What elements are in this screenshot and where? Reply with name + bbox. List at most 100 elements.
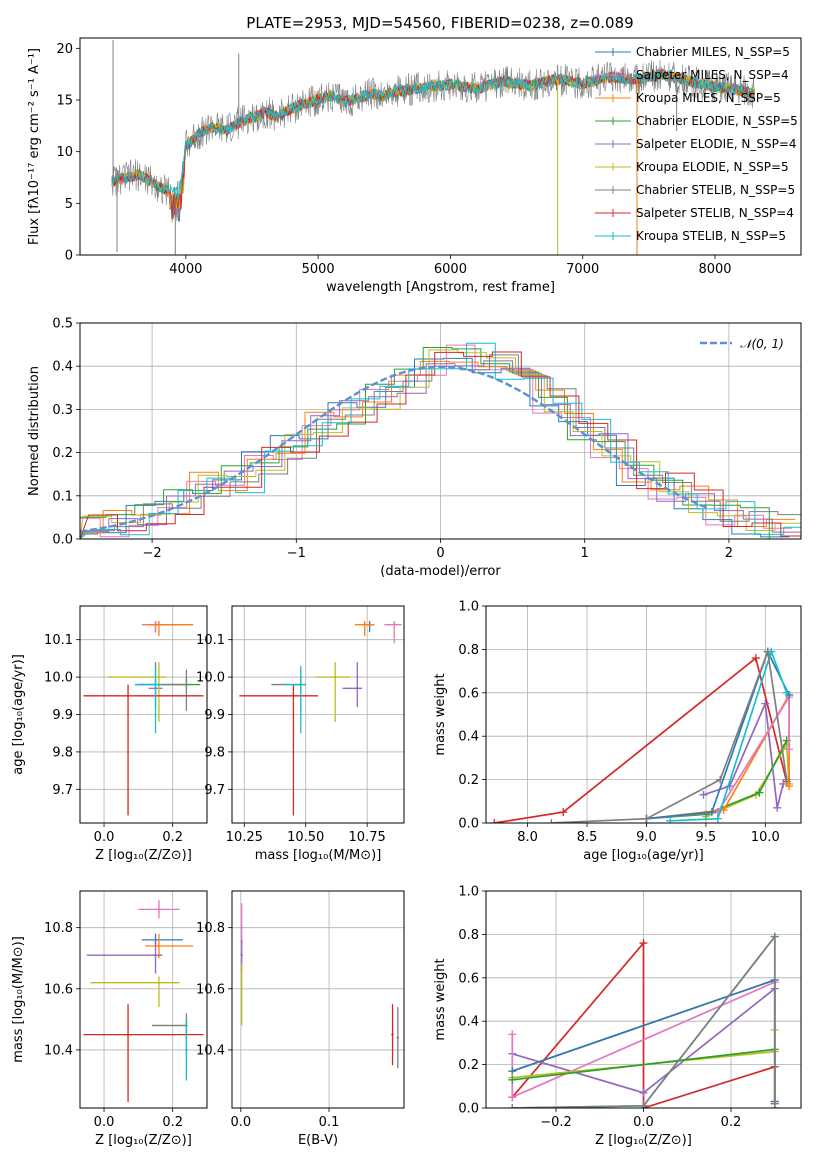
plot-area <box>240 903 400 1069</box>
y-tick-label: 10.1 <box>44 633 73 648</box>
x-axis-label: Z [log₁₀(Z/Z⊙)] <box>95 1133 192 1148</box>
axes-frame <box>79 322 802 540</box>
histogram-chabrier-miles <box>80 357 790 539</box>
x-tick-label: 0.0 <box>94 1115 115 1130</box>
plus-marker <box>770 932 779 941</box>
x-axis-label: wavelength [Angstrom, rest frame] <box>326 280 555 295</box>
x-tick-label: 0 <box>436 546 444 561</box>
x-tick-label: 8000 <box>698 262 731 277</box>
y-tick-label: 1.0 <box>458 885 479 900</box>
histogram-salpeter-elodie <box>80 360 801 539</box>
y-axis-label: mass weight <box>433 958 448 1040</box>
legend-entry: Salpeter STELIB, N_SSP=4 <box>636 206 794 220</box>
panel-spectrum: 4000 5000 6000 7000 8000 0 5 10 15 20 wavelength [… <box>27 37 802 295</box>
y-tick-label: 0.8 <box>458 928 479 943</box>
axes-frame <box>231 890 405 1109</box>
plus-marker <box>508 1075 517 1084</box>
y-axis-label: Normed distribution <box>27 366 42 496</box>
y-tick-label: 0.4 <box>458 1015 479 1030</box>
y-tick-label: 0.0 <box>458 817 479 832</box>
x-tick-label: 6000 <box>434 262 467 277</box>
x-tick-label: 5000 <box>302 262 335 277</box>
plot-area <box>83 900 204 1102</box>
y-tick-label: 1.0 <box>458 600 479 615</box>
data-point <box>240 926 243 929</box>
plot-area <box>111 40 755 255</box>
axes-frame <box>231 605 405 824</box>
panel-mass-vs-ebv: 0.0 0.1 10.4 10.6 10.8 E(B-V) <box>196 890 405 1148</box>
panel-mass-weight-vs-Z: −0.2 0.0 0.2 0.0 0.2 0.4 0.6 0.8 1.0 Z [log₁₀(Z/Z… <box>433 885 802 1148</box>
axes-frame <box>485 605 802 824</box>
y-tick-label: 0.2 <box>52 446 73 461</box>
y-tick-label: 0.1 <box>52 489 73 504</box>
panel-mass-vs-Z: 0.0 0.2 10.4 10.6 10.8 Z [log₁₀(Z/Z⊙)] mass [l… <box>11 890 208 1148</box>
y-axis-label: mass weight <box>433 673 448 755</box>
histogram-chabrier-elodie <box>80 347 799 539</box>
plus-marker <box>639 1101 648 1108</box>
y-tick-label: 0 <box>65 249 73 264</box>
legend-entry: Kroupa ELODIE, N_SSP=5 <box>636 160 789 174</box>
plus-marker <box>773 803 782 812</box>
plus-marker <box>761 699 770 708</box>
data-point <box>126 694 130 697</box>
panel-residuals: −2 −1 0 1 2 0.0 0.1 0.2 0.3 0.4 0.5 (data-model)/er… <box>27 317 802 579</box>
plus-marker <box>782 688 791 697</box>
data-point <box>334 675 337 679</box>
plus-marker <box>639 939 648 948</box>
plot-area <box>490 647 794 823</box>
plus-marker <box>707 808 716 817</box>
data-point <box>240 987 243 991</box>
y-tick-label: 10.8 <box>44 921 73 936</box>
x-tick-label: 8.0 <box>517 830 538 845</box>
legend-entry: Kroupa MILES, N_SSP=5 <box>636 91 781 105</box>
panel-mass-weight-vs-age: 8.0 8.5 9.0 9.5 10.0 0.0 0.2 0.4 0.6 0.8 1.0 age [l… <box>433 600 802 863</box>
y-tick-label: 20 <box>56 42 73 57</box>
series-line-salpeter-miles <box>646 694 790 820</box>
spectrum-line-kroupa-stelib <box>111 69 755 200</box>
series-line-kroupa-stelib <box>670 649 788 822</box>
data-point <box>157 623 161 626</box>
data-point <box>157 675 161 679</box>
legend-entry: Chabrier STELIB, N_SSP=5 <box>636 183 795 197</box>
x-axis-label: age [log₁₀(age/yr)] <box>583 848 704 863</box>
plus-marker <box>699 790 708 799</box>
x-tick-label: 2 <box>725 546 733 561</box>
x-tick-label: 0.1 <box>319 1115 340 1130</box>
y-tick-label: 10.0 <box>196 671 225 686</box>
y-tick-label: 9.7 <box>204 783 225 798</box>
data-point <box>154 683 157 686</box>
data-point <box>185 683 188 686</box>
plus-marker <box>559 808 568 817</box>
figure-title: PLATE=2953, MJD=54560, FIBERID=0238, z=0… <box>246 14 633 32</box>
x-tick-label: 0.0 <box>230 1115 251 1130</box>
y-tick-label: 9.8 <box>52 745 73 760</box>
data-point <box>363 623 366 626</box>
data-point <box>157 944 161 948</box>
x-tick-label: 4000 <box>169 262 202 277</box>
panel-age-vs-mass: 10.25 10.50 10.75 9.7 9.8 9.9 10.0 10.1 mass [lo… <box>196 605 405 863</box>
plot-area <box>80 342 801 539</box>
x-axis-label: Z [log₁₀(Z/Z⊙)] <box>595 1133 692 1148</box>
y-tick-label: 0.4 <box>458 730 479 745</box>
y-tick-label: 10.0 <box>44 671 73 686</box>
y-tick-label: 10 <box>56 145 73 160</box>
y-tick-label: 0.3 <box>52 403 73 418</box>
y-tick-label: 0.0 <box>52 533 73 548</box>
y-tick-label: 10.6 <box>44 982 73 997</box>
legend-entry: Salpeter ELODIE, N_SSP=4 <box>636 137 797 151</box>
x-tick-label: 0.0 <box>633 1115 654 1130</box>
y-tick-label: 0.0 <box>458 1102 479 1117</box>
plus-marker <box>755 788 764 797</box>
data-point <box>356 687 359 690</box>
y-tick-label: 9.8 <box>204 745 225 760</box>
plus-marker <box>639 1088 648 1097</box>
legend-entry: 𝒩(0, 1) <box>740 337 784 351</box>
y-tick-label: 10.1 <box>196 633 225 648</box>
x-axis-label: E(B-V) <box>298 1133 338 1148</box>
y-axis-label: Flux [fλ10⁻¹⁷ erg cm⁻² s⁻¹ A⁻¹] <box>27 48 42 245</box>
data-point <box>126 1033 130 1036</box>
x-tick-label: 10.75 <box>349 830 386 845</box>
x-axis-label: mass [log₁₀(M/M⊙)] <box>255 848 382 863</box>
histogram-kroupa-stelib <box>80 342 801 539</box>
